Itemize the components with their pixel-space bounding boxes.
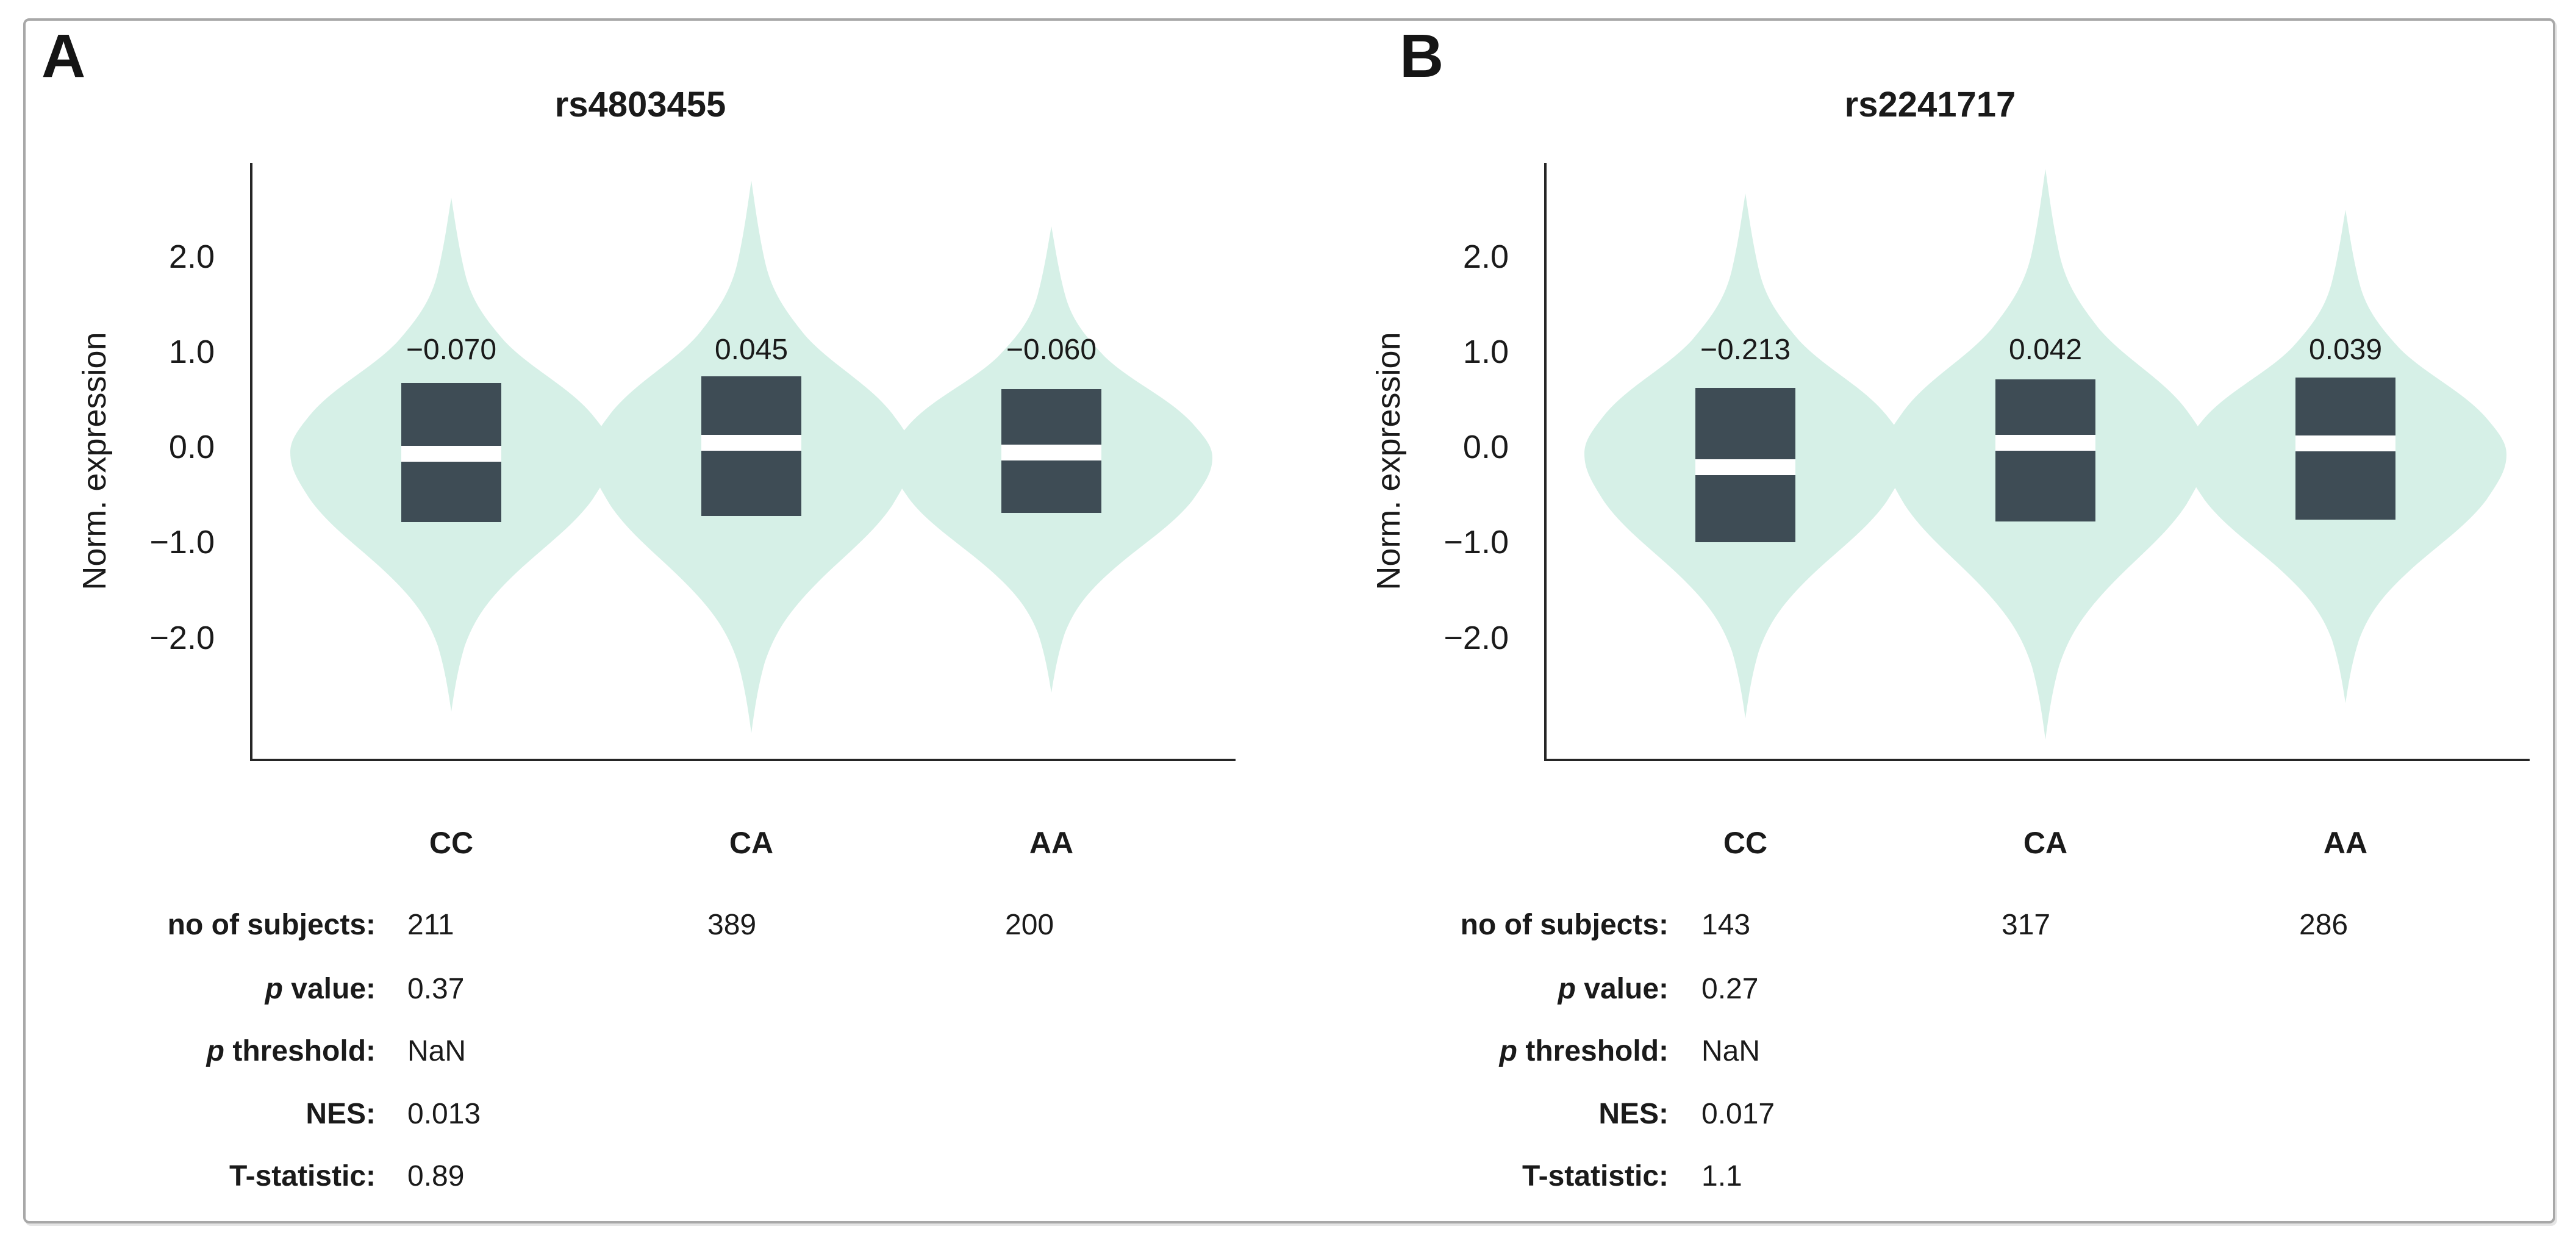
stat-value-b-nes: 0.017 <box>1701 1098 1775 1130</box>
stat-value-b-tstatistic: 1.1 <box>1701 1160 1742 1192</box>
panel-a-ytick-0.0: 0.0 <box>168 429 215 465</box>
median-line-a-aa <box>1001 445 1101 460</box>
stat-value-b-subjects-ca: 317 <box>2002 909 2051 941</box>
stat-label-text: no of subjects: <box>1460 909 1669 941</box>
median-value-a-aa: −0.060 <box>1006 334 1097 366</box>
stat-value-a-subjects-cc: 211 <box>407 909 454 941</box>
panel-a-y-axis-label: Norm. expression <box>76 332 113 590</box>
genotype-label-a-ca: CA <box>729 826 774 860</box>
median-line-b-ca <box>1995 435 2095 451</box>
stat-label-b-pthreshold: p threshold: <box>1366 1033 1669 1070</box>
stat-label-text: threshold: <box>1517 1035 1669 1067</box>
stat-label-italic: p <box>1558 973 1576 1005</box>
stat-label-text: threshold: <box>224 1035 376 1067</box>
median-line-b-aa <box>2295 435 2395 451</box>
panel-a-title: rs4803455 <box>554 85 726 124</box>
stat-value-b-subjects-cc: 143 <box>1701 909 1751 941</box>
stat-label-text: T-statistic: <box>1522 1160 1669 1192</box>
stat-label-text: no of subjects: <box>167 909 376 941</box>
median-value-b-cc: −0.213 <box>1700 334 1791 366</box>
median-line-a-cc <box>401 446 501 462</box>
genotype-label-b-aa: AA <box>2323 826 2368 860</box>
genotype-label-b-cc: CC <box>1723 826 1768 860</box>
stat-label-a-pvalue: p value: <box>73 970 376 1008</box>
stat-label-text: value: <box>1575 973 1669 1005</box>
stat-label-italic: p <box>1499 1035 1517 1067</box>
panel-a-ytick-2.0: 2.0 <box>168 238 215 275</box>
panel-b-letter: B <box>1400 22 1444 90</box>
stat-value-b-pthreshold: NaN <box>1701 1035 1761 1067</box>
median-line-a-ca <box>701 435 801 451</box>
stat-label-text: T-statistic: <box>229 1160 376 1192</box>
stat-label-text: value: <box>282 973 376 1005</box>
stat-value-a-pthreshold: NaN <box>407 1035 467 1067</box>
median-line-b-cc <box>1695 459 1795 475</box>
stat-label-text: NES: <box>1598 1098 1669 1130</box>
median-value-b-aa: 0.039 <box>2308 334 2383 366</box>
stat-label-b-nes: NES: <box>1366 1095 1669 1133</box>
panel-a-ytick--1.0: −1.0 <box>149 524 215 561</box>
stat-value-b-pvalue: 0.27 <box>1701 973 1759 1005</box>
panel-a-ytick-1.0: 1.0 <box>168 334 215 370</box>
genotype-label-a-cc: CC <box>429 826 474 860</box>
stat-value-a-nes: 0.013 <box>407 1098 481 1130</box>
panel-a-letter: A <box>41 22 86 90</box>
genotype-label-b-ca: CA <box>2023 826 2068 860</box>
panel-a-ytick--2.0: −2.0 <box>149 620 215 656</box>
median-value-a-ca: 0.045 <box>714 334 789 366</box>
median-value-b-ca: 0.042 <box>2008 334 2083 366</box>
stat-label-a-pthreshold: p threshold: <box>73 1033 376 1070</box>
panel-b-y-axis-line <box>1544 163 1547 761</box>
stat-value-a-subjects-aa: 200 <box>1005 909 1054 941</box>
panel-b-y-axis-label: Norm. expression <box>1370 332 1407 590</box>
panel-b-ytick-1.0: 1.0 <box>1462 334 1509 370</box>
stat-label-a-subjects: no of subjects: <box>73 906 376 944</box>
panel-b-title: rs2241717 <box>1844 85 2016 124</box>
panel-b-ytick--1.0: −1.0 <box>1444 524 1509 561</box>
panel-b-x-axis-line <box>1544 759 2530 761</box>
genotype-label-a-aa: AA <box>1029 826 1074 860</box>
panel-b-ytick-2.0: 2.0 <box>1462 238 1509 275</box>
stat-label-b-tstatistic: T-statistic: <box>1366 1158 1669 1195</box>
stat-label-b-pvalue: p value: <box>1366 970 1669 1008</box>
stat-label-a-tstatistic: T-statistic: <box>73 1158 376 1195</box>
stat-value-b-subjects-aa: 286 <box>2299 909 2349 941</box>
panel-a-y-axis-line <box>250 163 252 761</box>
stat-value-a-pvalue: 0.37 <box>407 973 465 1005</box>
median-value-a-cc: −0.070 <box>406 334 497 366</box>
stat-label-a-nes: NES: <box>73 1095 376 1133</box>
panel-a-x-axis-line <box>250 759 1236 761</box>
stat-label-text: NES: <box>306 1098 376 1130</box>
stat-label-italic: p <box>206 1035 224 1067</box>
stat-label-b-subjects: no of subjects: <box>1366 906 1669 944</box>
panel-b-ytick-0.0: 0.0 <box>1462 429 1509 465</box>
stat-value-a-subjects-ca: 389 <box>707 909 757 941</box>
stat-value-a-tstatistic: 0.89 <box>407 1160 465 1192</box>
panel-b-ytick--2.0: −2.0 <box>1444 620 1509 656</box>
stat-label-italic: p <box>265 973 283 1005</box>
